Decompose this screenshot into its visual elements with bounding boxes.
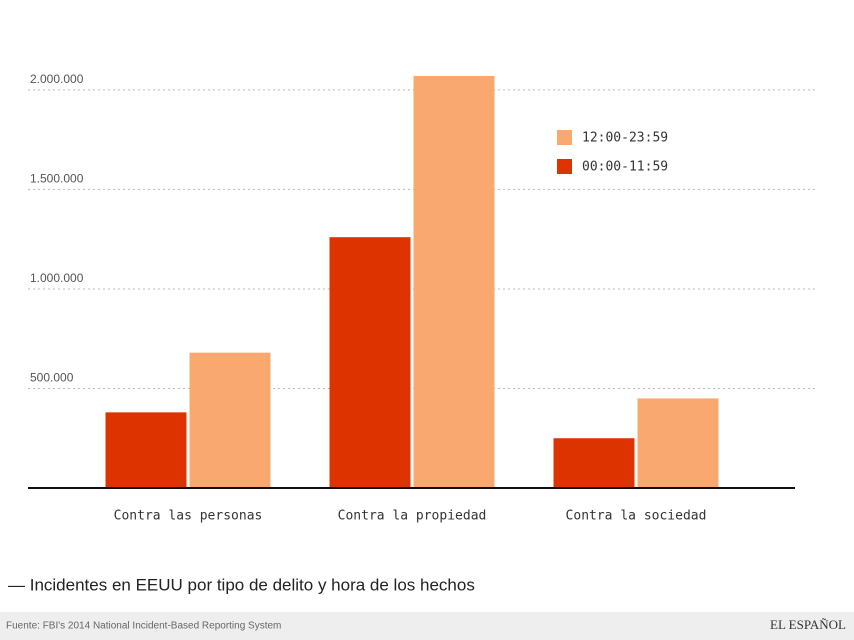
footer-band — [0, 612, 854, 640]
x-tick-label: Contra las personas — [114, 509, 263, 524]
y-tick-label: 500.000 — [30, 371, 74, 385]
x-tick-label: Contra la sociedad — [566, 509, 707, 524]
legend-swatch — [557, 130, 572, 145]
bar — [329, 237, 411, 488]
bar — [189, 352, 271, 488]
source: Fuente: FBI's 2014 National Incident-Bas… — [6, 621, 281, 632]
y-tick-label: 2.000.000 — [30, 72, 84, 86]
bar — [637, 398, 719, 488]
chart-title: — Incidentes en EEUU por tipo de delito … — [8, 575, 475, 594]
y-tick-label: 1.000.000 — [30, 271, 84, 285]
legend-swatch — [557, 159, 572, 174]
legend-label: 00:00-11:59 — [582, 160, 668, 175]
bar — [553, 438, 635, 488]
bar — [105, 412, 187, 488]
x-tick-label: Contra la propiedad — [338, 509, 487, 524]
brand: EL ESPAÑOL — [770, 617, 846, 632]
legend-label: 12:00-23:59 — [582, 131, 668, 146]
bar — [413, 75, 495, 488]
y-tick-label: 1.500.000 — [30, 172, 84, 186]
